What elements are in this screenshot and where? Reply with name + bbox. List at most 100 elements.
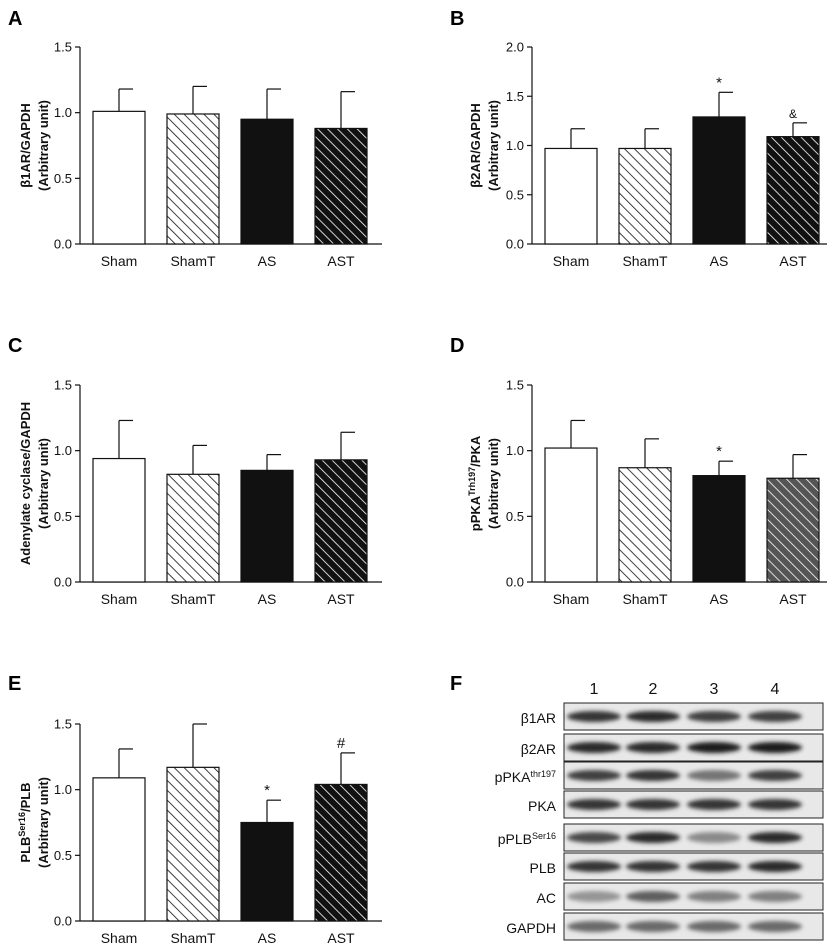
x-category-label: AS bbox=[710, 253, 729, 269]
x-category-label: AS bbox=[258, 930, 277, 946]
blot-row-label: β1AR bbox=[521, 710, 556, 726]
y-axis-title: pPKATrh197/PKA (Arbitrary unit) bbox=[467, 435, 501, 531]
bar-as bbox=[692, 116, 746, 245]
x-category-label: AS bbox=[258, 591, 277, 607]
y-tick-label: 1.5 bbox=[54, 40, 72, 55]
significance-marker: * bbox=[264, 782, 270, 799]
x-category-label: AST bbox=[327, 930, 355, 946]
bar-ast bbox=[766, 136, 820, 245]
blot-row-label: PLB bbox=[530, 860, 556, 876]
y-axis-label-main: β2AR/GAPDH bbox=[468, 103, 483, 188]
y-tick-label: 0.5 bbox=[54, 171, 72, 186]
blot-row-label: pPLBSer16 bbox=[498, 831, 556, 847]
significance-marker: * bbox=[716, 443, 722, 460]
blot-band bbox=[748, 861, 802, 872]
blot-band bbox=[626, 770, 680, 781]
panel-letter: F bbox=[450, 673, 462, 695]
x-category-label: Sham bbox=[101, 930, 138, 946]
y-axis-label-main: Adenylate cyclase/GAPDH bbox=[18, 402, 33, 565]
y-tick-label: 0.5 bbox=[54, 848, 72, 863]
y-axis-label-main: PLBSer16/PLB bbox=[17, 782, 33, 862]
bar-shamt bbox=[166, 473, 220, 583]
x-category-label: AST bbox=[327, 591, 355, 607]
y-tick-label: 0.0 bbox=[54, 575, 72, 590]
bar-ast bbox=[766, 477, 820, 583]
y-tick-label: 1.0 bbox=[54, 443, 72, 458]
bar-shamt bbox=[166, 113, 220, 245]
x-category-label: Sham bbox=[101, 591, 138, 607]
x-category-label: AS bbox=[258, 253, 277, 269]
blot-band bbox=[687, 891, 741, 902]
blot-band bbox=[748, 742, 802, 753]
panel-letter: A bbox=[8, 8, 22, 30]
blot-band bbox=[687, 921, 741, 932]
blot-band bbox=[567, 891, 621, 902]
y-axis-label-sub: (Arbitrary unit) bbox=[36, 777, 51, 868]
x-category-label: Sham bbox=[553, 591, 590, 607]
blot-band bbox=[567, 770, 621, 781]
blot-band bbox=[687, 770, 741, 781]
western-blot-panel: F 1 2 3 4 β1AR β2AR pPKAthr197 PKA pPLBSer16 PLB AC… bbox=[450, 673, 824, 941]
blot-row-label: AC bbox=[537, 890, 556, 906]
blot-band bbox=[626, 921, 680, 932]
blot-row-pplb: pPLBSer16 bbox=[498, 823, 824, 852]
blot-band bbox=[748, 891, 802, 902]
y-tick-label: 1.5 bbox=[506, 89, 524, 104]
bar-sham bbox=[92, 110, 146, 245]
lane-number: 4 bbox=[771, 681, 780, 698]
y-tick-label: 0.5 bbox=[506, 187, 524, 202]
x-category-label: ShamT bbox=[170, 253, 216, 269]
bar-sham bbox=[92, 457, 146, 583]
bar-ast bbox=[314, 459, 368, 583]
y-tick-label: 0.0 bbox=[506, 237, 524, 252]
y-tick-label: 0.5 bbox=[506, 509, 524, 524]
x-category-label: Sham bbox=[553, 253, 590, 269]
blot-row-ppka: pPKAthr197 bbox=[495, 761, 824, 790]
significance-marker: * bbox=[716, 74, 722, 91]
bar-sham bbox=[544, 147, 598, 245]
blot-band bbox=[567, 711, 621, 722]
blot-band bbox=[687, 799, 741, 810]
x-category-label: ShamT bbox=[170, 930, 216, 946]
bar-as bbox=[240, 469, 294, 583]
x-category-label: Sham bbox=[101, 253, 138, 269]
bar-as bbox=[240, 118, 294, 245]
blot-band bbox=[567, 861, 621, 872]
blot-row-label: β2AR bbox=[521, 741, 556, 757]
blot-band bbox=[567, 799, 621, 810]
bar-ast bbox=[314, 783, 368, 922]
y-tick-label: 1.5 bbox=[506, 378, 524, 393]
panel-c: C Adenylate cyclase/GAPDH (Arbitrary unit)… bbox=[8, 335, 382, 607]
blot-band bbox=[748, 770, 802, 781]
lane-number: 3 bbox=[710, 681, 719, 698]
blot-row-β1ar: β1AR bbox=[521, 702, 824, 731]
x-category-label: AST bbox=[779, 253, 807, 269]
blot-row-plb: PLB bbox=[530, 852, 824, 881]
x-category-label: ShamT bbox=[622, 591, 668, 607]
blot-row-pka: PKA bbox=[528, 790, 824, 819]
blot-band bbox=[626, 891, 680, 902]
bar-as bbox=[692, 475, 746, 583]
y-tick-label: 1.0 bbox=[54, 105, 72, 120]
x-category-label: AS bbox=[710, 591, 729, 607]
blot-band bbox=[748, 921, 802, 932]
panel-e: E PLBSer16/PLB (Arbitrary unit) 0.0 0.5 1.0 1.… bbox=[8, 673, 382, 946]
y-tick-label: 0.0 bbox=[54, 914, 72, 929]
y-axis-label-main: pPKATrh197/PKA bbox=[467, 435, 483, 531]
y-axis-title: β2AR/GAPDH (Arbitrary unit) bbox=[468, 100, 501, 191]
bar-shamt bbox=[618, 147, 672, 245]
blot-row-label: PKA bbox=[528, 798, 557, 814]
significance-marker: & bbox=[789, 107, 797, 121]
x-category-label: AST bbox=[779, 591, 807, 607]
x-category-label: ShamT bbox=[622, 253, 668, 269]
y-axis-label-sub: (Arbitrary unit) bbox=[486, 438, 501, 529]
bar-sham bbox=[544, 447, 598, 583]
blot-band bbox=[748, 832, 802, 843]
panel-letter: E bbox=[8, 673, 21, 695]
y-axis-label-sub: (Arbitrary unit) bbox=[36, 438, 51, 529]
